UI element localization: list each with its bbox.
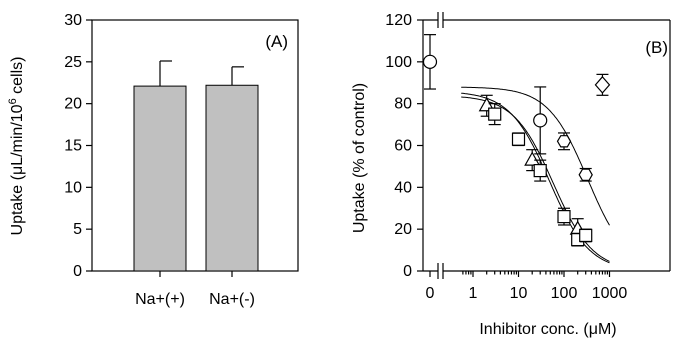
- panel-b-y-tick-label: 20: [394, 221, 412, 238]
- panel-a-bars: [133, 60, 259, 272]
- panel-a-bar: [205, 84, 259, 272]
- panel-a-tick-labels: 0 5 10 15 20 25 30 Na+(+) Na+(-): [64, 12, 255, 308]
- panel-a-y-axis-label: Uptake (μL/min/106 cells): [7, 57, 26, 236]
- panel-b-point-square: [511, 132, 526, 146]
- panel-b-y-axis-label: Uptake (% of control): [351, 83, 368, 233]
- panel-b-point-hexagon: [578, 168, 593, 181]
- panel-a-category-label: Na+(-): [209, 291, 255, 308]
- panel-b-axis-break-gap: [438, 263, 443, 279]
- panel-a-y-tick-label: 10: [64, 179, 82, 196]
- panel-b-label: (B): [645, 38, 668, 57]
- panel-b-point-square: [557, 210, 571, 224]
- panel-b-y-tick-label: 80: [394, 96, 412, 113]
- panel-a-y-tick-label: 15: [64, 138, 82, 155]
- panel-b-point-circle: [422, 54, 438, 69]
- panel-b-point-diamond: [594, 75, 611, 94]
- panel-b-point-square: [488, 107, 502, 121]
- panel-b-x-tick-label: 1000: [592, 285, 628, 302]
- panel-b-x-axis-label: Inhibitor conc. (μM): [479, 321, 616, 338]
- panel-b-point-square: [533, 164, 547, 178]
- panel-b-point-hexagon: [556, 135, 572, 148]
- panel-b: 0 20 40 60 80 100 120 0 1 10 100 1000 (B) Uptake (%…: [351, 12, 671, 338]
- panel-b-y-tick-label: 60: [394, 138, 412, 155]
- panel-b-axes: [417, 12, 671, 279]
- panel-b-y-tick-label: 100: [385, 54, 412, 71]
- panel-b-y-tick-label: 0: [403, 263, 412, 280]
- panel-a-frame: [91, 19, 299, 272]
- panel-b-y-tick-label: 120: [385, 12, 412, 29]
- panel-b-x-tick-label: 1: [469, 285, 478, 302]
- panel-b-x-tick-label: 0: [426, 285, 435, 302]
- panel-b-point-square: [579, 228, 593, 243]
- panel-a-y-tick-label: 25: [64, 54, 82, 71]
- panel-b-point-triangle: [524, 151, 541, 166]
- panel-a-y-tick-label: 0: [73, 263, 82, 280]
- panel-a-category-label: Na+(+): [135, 291, 185, 308]
- panel-b-x-tick-label: 100: [551, 285, 578, 302]
- panel-a-bar: [133, 85, 187, 272]
- panel-b-x-tick-label: 10: [510, 285, 528, 302]
- panel-b-point-circle: [533, 113, 548, 128]
- panel-a-y-tick-label: 30: [64, 12, 82, 29]
- panel-b-y-tick-label: 40: [394, 179, 412, 196]
- panel-b-data-points: [422, 34, 611, 247]
- panel-b-tick-labels: 0 20 40 60 80 100 120 0 1 10 100 1000: [385, 12, 627, 302]
- panel-a: 0 5 10 15 20 25 30 Na+(+) Na+(-) (A) Uptake (μL/…: [7, 12, 299, 308]
- panel-a-y-tick-label: 5: [73, 221, 82, 238]
- panel-a-axes: [86, 19, 299, 277]
- panel-a-label: (A): [265, 32, 288, 51]
- panel-a-y-tick-label: 20: [64, 96, 82, 113]
- panel-b-axis-break-gap: [438, 12, 443, 28]
